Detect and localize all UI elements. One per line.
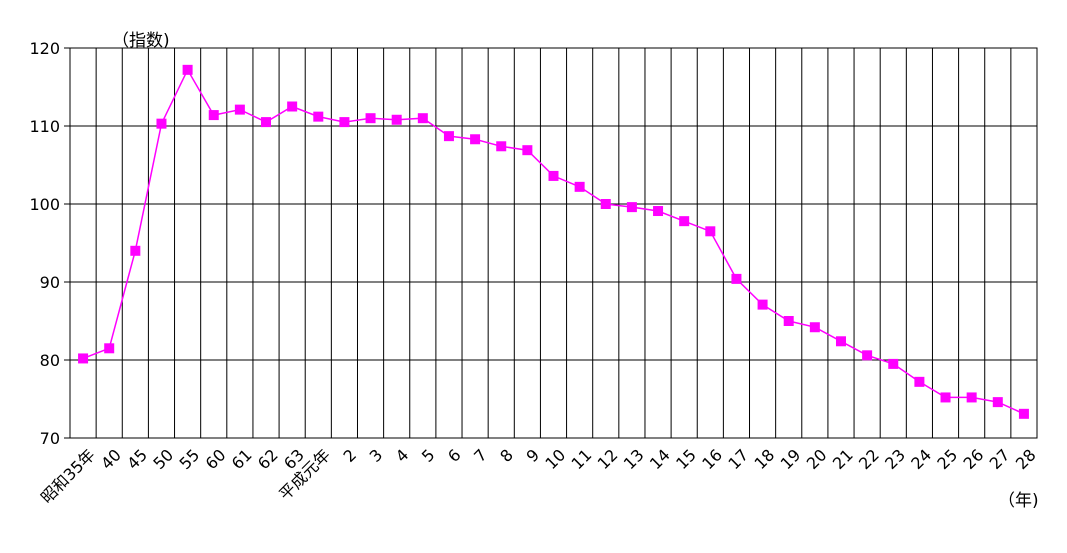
data-point	[234, 104, 245, 115]
x-tick-label: 60	[202, 445, 230, 473]
x-tick-label: 28	[1012, 445, 1040, 473]
x-tick-label: 21	[829, 445, 857, 473]
data-point	[862, 350, 873, 361]
y-axis-ticks: 70 80 90 100 110 120	[29, 39, 70, 448]
data-point	[443, 131, 454, 142]
x-tick-label: 昭和35年	[37, 445, 99, 507]
data-point	[574, 181, 585, 192]
data-point	[653, 206, 664, 217]
data-point	[104, 343, 115, 354]
x-tick-label: 15	[672, 445, 700, 473]
x-tick-label: 14	[646, 445, 674, 473]
series-markers	[78, 64, 1029, 419]
data-point	[626, 202, 637, 213]
data-point	[365, 113, 376, 124]
data-point	[156, 118, 167, 129]
data-point	[261, 117, 272, 128]
x-tick-label: 13	[620, 445, 648, 473]
data-point	[287, 101, 298, 112]
x-tick-label: 23	[881, 445, 909, 473]
y-tick-label: 100	[29, 195, 60, 214]
y-tick-label: 110	[29, 117, 60, 136]
data-point	[966, 392, 977, 403]
data-point	[705, 226, 716, 237]
x-tick-label: 4	[392, 445, 413, 466]
x-tick-label: 22	[855, 445, 883, 473]
data-point	[835, 336, 846, 347]
data-point	[339, 117, 350, 128]
x-tick-label: 27	[986, 445, 1014, 473]
y-tick-label: 70	[40, 429, 60, 448]
data-point	[809, 322, 820, 333]
x-tick-label: 45	[123, 445, 151, 473]
x-tick-label: 2	[340, 445, 361, 466]
y-tick-label: 80	[40, 351, 60, 370]
data-point	[914, 376, 925, 387]
data-point	[130, 245, 141, 256]
x-tick-label: 40	[97, 445, 125, 473]
x-tick-label: 11	[568, 445, 596, 473]
y-tick-label: 120	[29, 39, 60, 58]
data-point	[470, 134, 481, 145]
data-point	[548, 170, 559, 181]
x-tick-label: 50	[149, 445, 177, 473]
data-point	[78, 353, 89, 364]
x-tick-label: 18	[750, 445, 778, 473]
data-point	[496, 141, 507, 152]
x-unit-label: （年)	[998, 491, 1039, 511]
data-point	[679, 216, 690, 227]
data-point	[1018, 408, 1029, 419]
x-tick-label: 55	[176, 445, 204, 473]
data-point	[783, 316, 794, 326]
data-point	[417, 113, 428, 124]
x-tick-label: 20	[803, 445, 831, 473]
data-point	[522, 145, 533, 156]
x-tick-label: 26	[960, 445, 988, 473]
x-tick-label: 19	[777, 445, 805, 473]
data-point	[992, 397, 1003, 408]
x-tick-label: 12	[594, 445, 622, 473]
data-point	[208, 110, 219, 121]
x-tick-label: 25	[933, 445, 961, 473]
y-unit-label: （指数)	[112, 31, 170, 51]
data-point	[731, 273, 742, 284]
x-tick-label: 5	[418, 445, 439, 466]
data-point	[757, 299, 768, 310]
y-tick-label: 90	[40, 273, 60, 292]
x-tick-label: 6	[444, 445, 465, 466]
x-tick-label: 16	[698, 445, 726, 473]
data-point	[888, 358, 899, 369]
data-point	[391, 114, 402, 125]
x-tick-label: 3	[366, 445, 387, 466]
x-tick-label: 17	[724, 445, 752, 473]
data-point	[600, 199, 611, 209]
x-tick-label: 62	[254, 445, 282, 473]
plot-area	[69, 47, 1038, 439]
data-point	[940, 392, 951, 403]
data-point	[182, 64, 193, 75]
x-tick-label: 24	[907, 445, 935, 473]
data-point	[313, 111, 324, 122]
x-tick-label: 61	[228, 445, 256, 473]
x-tick-label: 9	[522, 445, 543, 466]
x-tick-label: 10	[541, 445, 569, 473]
x-tick-label: 8	[496, 445, 517, 466]
x-tick-label: 平成元年	[275, 445, 334, 504]
x-tick-label: 7	[470, 445, 491, 466]
